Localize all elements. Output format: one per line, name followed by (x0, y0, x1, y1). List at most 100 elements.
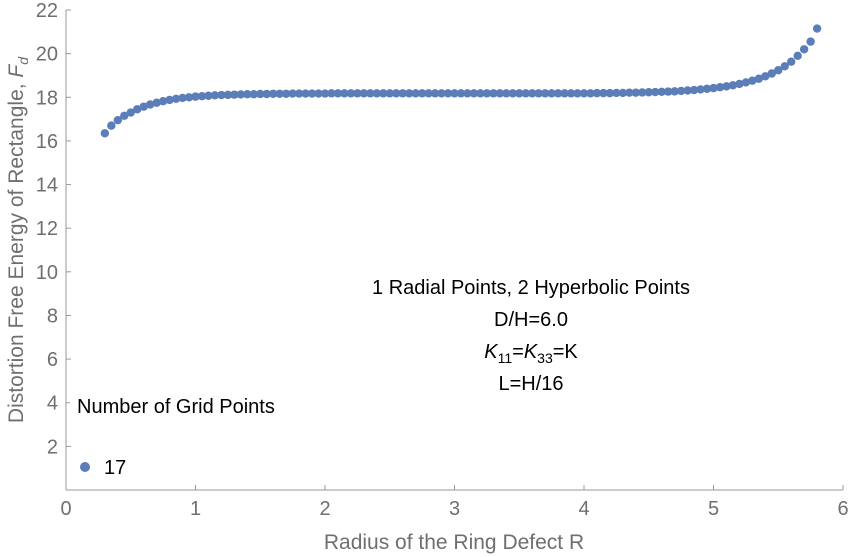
data-point (683, 86, 692, 95)
annotation-line-3: K11=K33=K (484, 341, 578, 366)
data-point (333, 89, 343, 98)
data-point (728, 81, 738, 90)
data-point (450, 89, 459, 98)
data-point (534, 89, 543, 98)
data-point (424, 89, 433, 98)
data-point (456, 89, 466, 98)
data-point (398, 89, 407, 98)
data-point (152, 98, 161, 107)
y-ticks: 2 4 6 8 10 12 14 16 18 20 22 (36, 0, 71, 458)
data-point (767, 69, 776, 78)
data-point (547, 89, 556, 98)
data-point (631, 88, 640, 97)
data-point (307, 89, 317, 98)
data-point (204, 91, 213, 100)
data-point (618, 88, 628, 98)
data-point (139, 102, 148, 111)
data-point (702, 84, 712, 93)
data-point (366, 89, 375, 98)
legend: Number of Grid Points 17 (70, 392, 322, 479)
data-point (625, 88, 634, 97)
data-point (651, 87, 660, 97)
data-point (605, 88, 615, 98)
data-point (469, 89, 479, 98)
data-point (145, 100, 155, 109)
data-point (657, 87, 666, 97)
y-tick-label: 16 (36, 131, 58, 153)
data-point (696, 85, 705, 94)
data-point (566, 89, 576, 98)
data-point (586, 89, 595, 98)
legend-title: Number of Grid Points (77, 396, 275, 418)
y-tick-label: 8 (47, 305, 58, 327)
data-point (346, 89, 356, 98)
data-point (379, 89, 388, 98)
data-point (288, 89, 297, 98)
data-point (515, 89, 524, 98)
data-point (812, 24, 822, 33)
data-point (281, 89, 291, 98)
x-tick-label: 5 (708, 498, 719, 520)
data-point (508, 89, 517, 98)
data-point (638, 88, 647, 97)
data-point (540, 89, 550, 98)
data-point (599, 88, 608, 98)
data-point (171, 94, 181, 104)
data-point (249, 90, 258, 99)
data-point (100, 129, 110, 138)
data-point (463, 89, 472, 98)
data-point (269, 89, 278, 98)
data-point (502, 89, 511, 98)
k11-subscript: 11 (498, 350, 513, 366)
data-point (715, 83, 725, 92)
y-tick-label: 2 (47, 436, 58, 458)
data-point (573, 89, 582, 98)
x-tick-label: 3 (449, 498, 460, 520)
data-point (165, 95, 174, 105)
data-point (437, 89, 446, 98)
data-point (236, 90, 246, 99)
data-point (553, 89, 563, 98)
data-point (120, 111, 129, 121)
data-point (107, 121, 116, 130)
data-point (663, 87, 673, 96)
data-point (670, 87, 679, 96)
data-point (320, 89, 330, 98)
data-point (191, 92, 200, 101)
data-point (327, 89, 336, 98)
data-point (774, 66, 783, 75)
legend-label: 17 (104, 457, 126, 479)
annotation-line-4: L=H/16 (498, 373, 563, 395)
data-point (709, 83, 718, 93)
data-point (210, 91, 220, 100)
data-point (217, 90, 226, 100)
data-point (592, 88, 602, 98)
data-point (482, 89, 492, 98)
data-point (741, 78, 751, 87)
data-point (230, 90, 239, 99)
data-point (793, 51, 802, 61)
data-point (748, 76, 757, 85)
data-point (113, 115, 123, 125)
data-point (294, 89, 304, 98)
k-equals-2: =K (553, 341, 579, 363)
x-tick-label: 2 (319, 498, 330, 520)
data-point (314, 89, 323, 98)
data-point (301, 89, 310, 98)
legend-marker (80, 462, 90, 472)
data-point (275, 89, 284, 98)
data-point (780, 62, 789, 71)
y-tick-label: 10 (36, 262, 58, 284)
data-point (689, 85, 699, 95)
data-point (787, 57, 796, 66)
data-point (528, 89, 537, 98)
data-point (197, 91, 207, 101)
y-tick-label: 4 (47, 393, 58, 415)
data-point (676, 86, 686, 96)
data-point (579, 89, 589, 98)
data-point (126, 108, 135, 117)
data-point (761, 72, 770, 81)
data-point (560, 89, 569, 98)
annotation-line-2: D/H=6.0 (494, 309, 568, 331)
